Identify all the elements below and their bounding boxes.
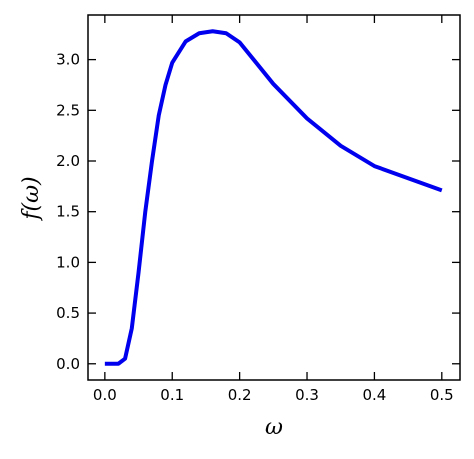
x-tick-label: 0.3 xyxy=(295,386,319,404)
data-line xyxy=(104,29,443,366)
y-tick-label: 3.0 xyxy=(56,51,80,69)
y-tick-label: 2.5 xyxy=(56,101,80,119)
y-tick-label: 2.0 xyxy=(56,152,80,170)
y-tick-label: 0.0 xyxy=(56,355,80,373)
x-tick-label: 0.2 xyxy=(228,386,252,404)
y-tick-label: 0.5 xyxy=(56,304,80,322)
x-tick-label: 0.5 xyxy=(430,386,454,404)
y-axis-label: f(ω) xyxy=(19,176,44,221)
x-axis-label: ω xyxy=(265,415,283,440)
y-tick-label: 1.0 xyxy=(56,253,80,271)
x-tick-label: 0.0 xyxy=(93,386,117,404)
plot-frame xyxy=(87,14,461,381)
y-tick-label: 1.5 xyxy=(56,203,80,221)
x-tick-label: 0.4 xyxy=(362,386,386,404)
x-tick-label: 0.1 xyxy=(160,386,184,404)
